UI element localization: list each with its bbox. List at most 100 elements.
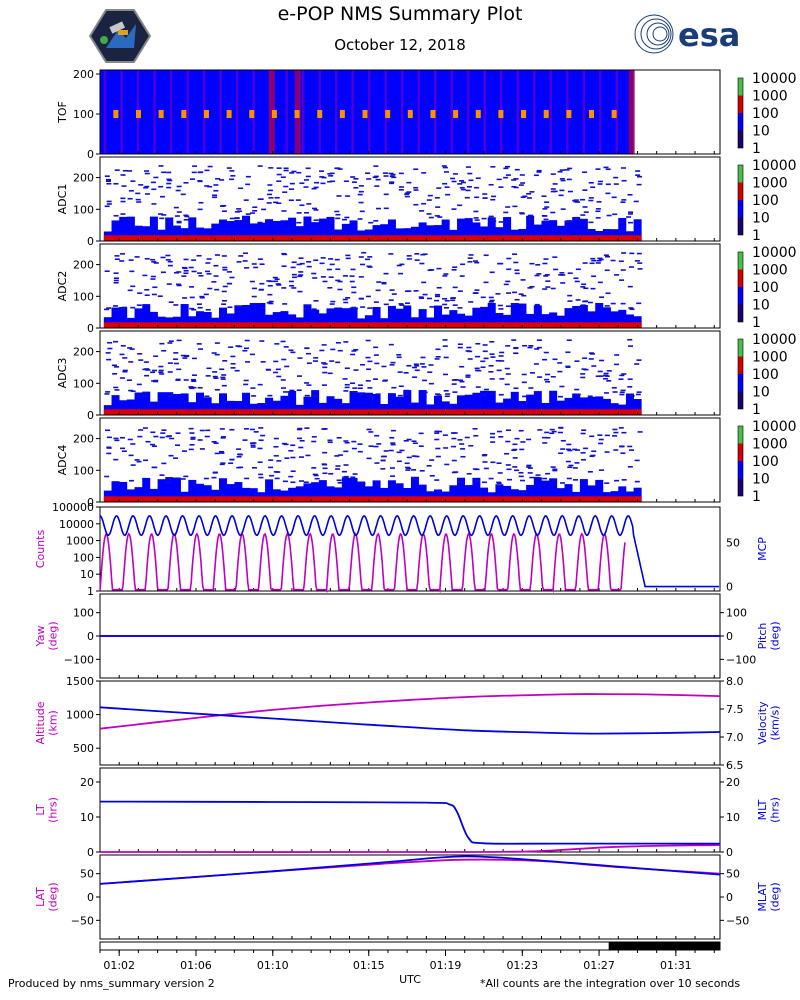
adc-dash	[389, 436, 395, 439]
tof-peak	[226, 110, 232, 118]
adc-burst	[380, 450, 389, 502]
adc-core	[226, 322, 235, 328]
adc-dash	[337, 481, 343, 484]
adc-column	[572, 216, 581, 241]
adc-dash	[503, 211, 509, 214]
adc-column	[349, 477, 358, 502]
tof-peak	[249, 110, 255, 118]
adc-dash	[595, 217, 601, 219]
adc-dash	[295, 199, 301, 201]
adc-dash	[280, 387, 286, 389]
adc-dash	[420, 356, 426, 359]
adc-dash	[519, 448, 525, 451]
adc-dash	[214, 342, 220, 344]
adc-column	[265, 314, 274, 328]
adc-column	[272, 400, 281, 415]
adc-core	[242, 235, 251, 241]
adc-dash	[451, 445, 457, 448]
adc-dash	[189, 296, 195, 299]
adc-dash	[127, 218, 133, 221]
adc-dash	[136, 304, 142, 306]
adc-dash	[227, 306, 233, 309]
adc-dash	[435, 293, 441, 296]
adc-core	[602, 322, 611, 328]
adc-dash	[451, 471, 457, 474]
adc-dash	[511, 339, 517, 341]
adc-burst	[142, 257, 151, 328]
adc-dash	[298, 480, 304, 482]
adc-column	[602, 398, 611, 415]
adc-dash	[268, 459, 274, 461]
adc-dash	[405, 466, 411, 469]
y-tick-label: 0	[87, 630, 94, 643]
colorbar-tick-label: 10	[752, 124, 770, 140]
adc-dash	[435, 355, 441, 358]
adc-column	[172, 477, 181, 502]
adc-dash	[205, 308, 211, 311]
adc-dash	[557, 362, 563, 364]
adc-dash	[183, 182, 189, 184]
adc-dash	[621, 252, 627, 254]
adc-burst	[288, 444, 297, 502]
adc-dash	[457, 307, 463, 309]
adc-column	[211, 223, 220, 241]
adc-column	[219, 393, 228, 415]
adc-dash	[526, 466, 532, 468]
adc-dash	[345, 297, 351, 299]
adc-column	[349, 390, 358, 415]
adc-dash	[520, 196, 526, 199]
adc-dash	[451, 268, 457, 271]
adc-column	[249, 223, 258, 241]
adc-dash	[204, 435, 210, 438]
adc-burst	[311, 357, 320, 415]
adc-burst	[203, 367, 212, 415]
adc-dash	[442, 166, 448, 169]
adc-core	[257, 322, 266, 328]
adc-dash	[595, 375, 601, 378]
adc-dash	[191, 308, 197, 311]
adc-dash	[566, 477, 572, 480]
adc-burst	[426, 364, 435, 415]
y-tick-label-right: 20	[726, 776, 740, 789]
adc-burst	[288, 261, 298, 328]
adc-dash	[173, 352, 179, 354]
adc-core	[433, 496, 442, 502]
adc-dash	[604, 269, 610, 272]
adc-burst	[602, 434, 611, 502]
adc-column	[549, 478, 558, 502]
adc-dash	[597, 370, 603, 373]
adc-burst	[103, 341, 113, 415]
adc-column	[618, 486, 627, 502]
adc-dash	[567, 449, 573, 452]
adc-dash	[320, 182, 326, 185]
adc-dash	[127, 289, 133, 292]
adc-dash	[498, 262, 504, 265]
adc-dash	[188, 386, 194, 388]
tof-peak	[271, 110, 277, 118]
adc-dash	[320, 276, 326, 278]
esa-logo: esa	[632, 12, 752, 56]
adc-dash	[633, 200, 639, 203]
adc-column	[249, 488, 258, 502]
adc-burst	[111, 340, 120, 415]
adc-dash	[373, 354, 379, 356]
adc-dash	[297, 437, 303, 440]
adc-dash	[488, 371, 494, 373]
adc-dash	[627, 445, 633, 448]
adc-dash	[583, 287, 589, 290]
adc-dash	[542, 442, 548, 444]
adc-core	[449, 235, 458, 241]
adc-dash	[489, 378, 495, 380]
adc-dash	[574, 280, 580, 283]
adc-dash	[111, 364, 117, 367]
adc-dash	[526, 197, 532, 199]
adc-dash	[459, 275, 465, 277]
y-tick-label: 100	[73, 464, 94, 477]
adc-column	[464, 315, 473, 328]
adc-core	[549, 409, 558, 415]
adc-core	[357, 496, 366, 502]
adc-dash	[259, 340, 265, 342]
adc-dash	[327, 439, 333, 442]
adc-dash	[480, 360, 486, 363]
adc-dash	[467, 172, 473, 175]
